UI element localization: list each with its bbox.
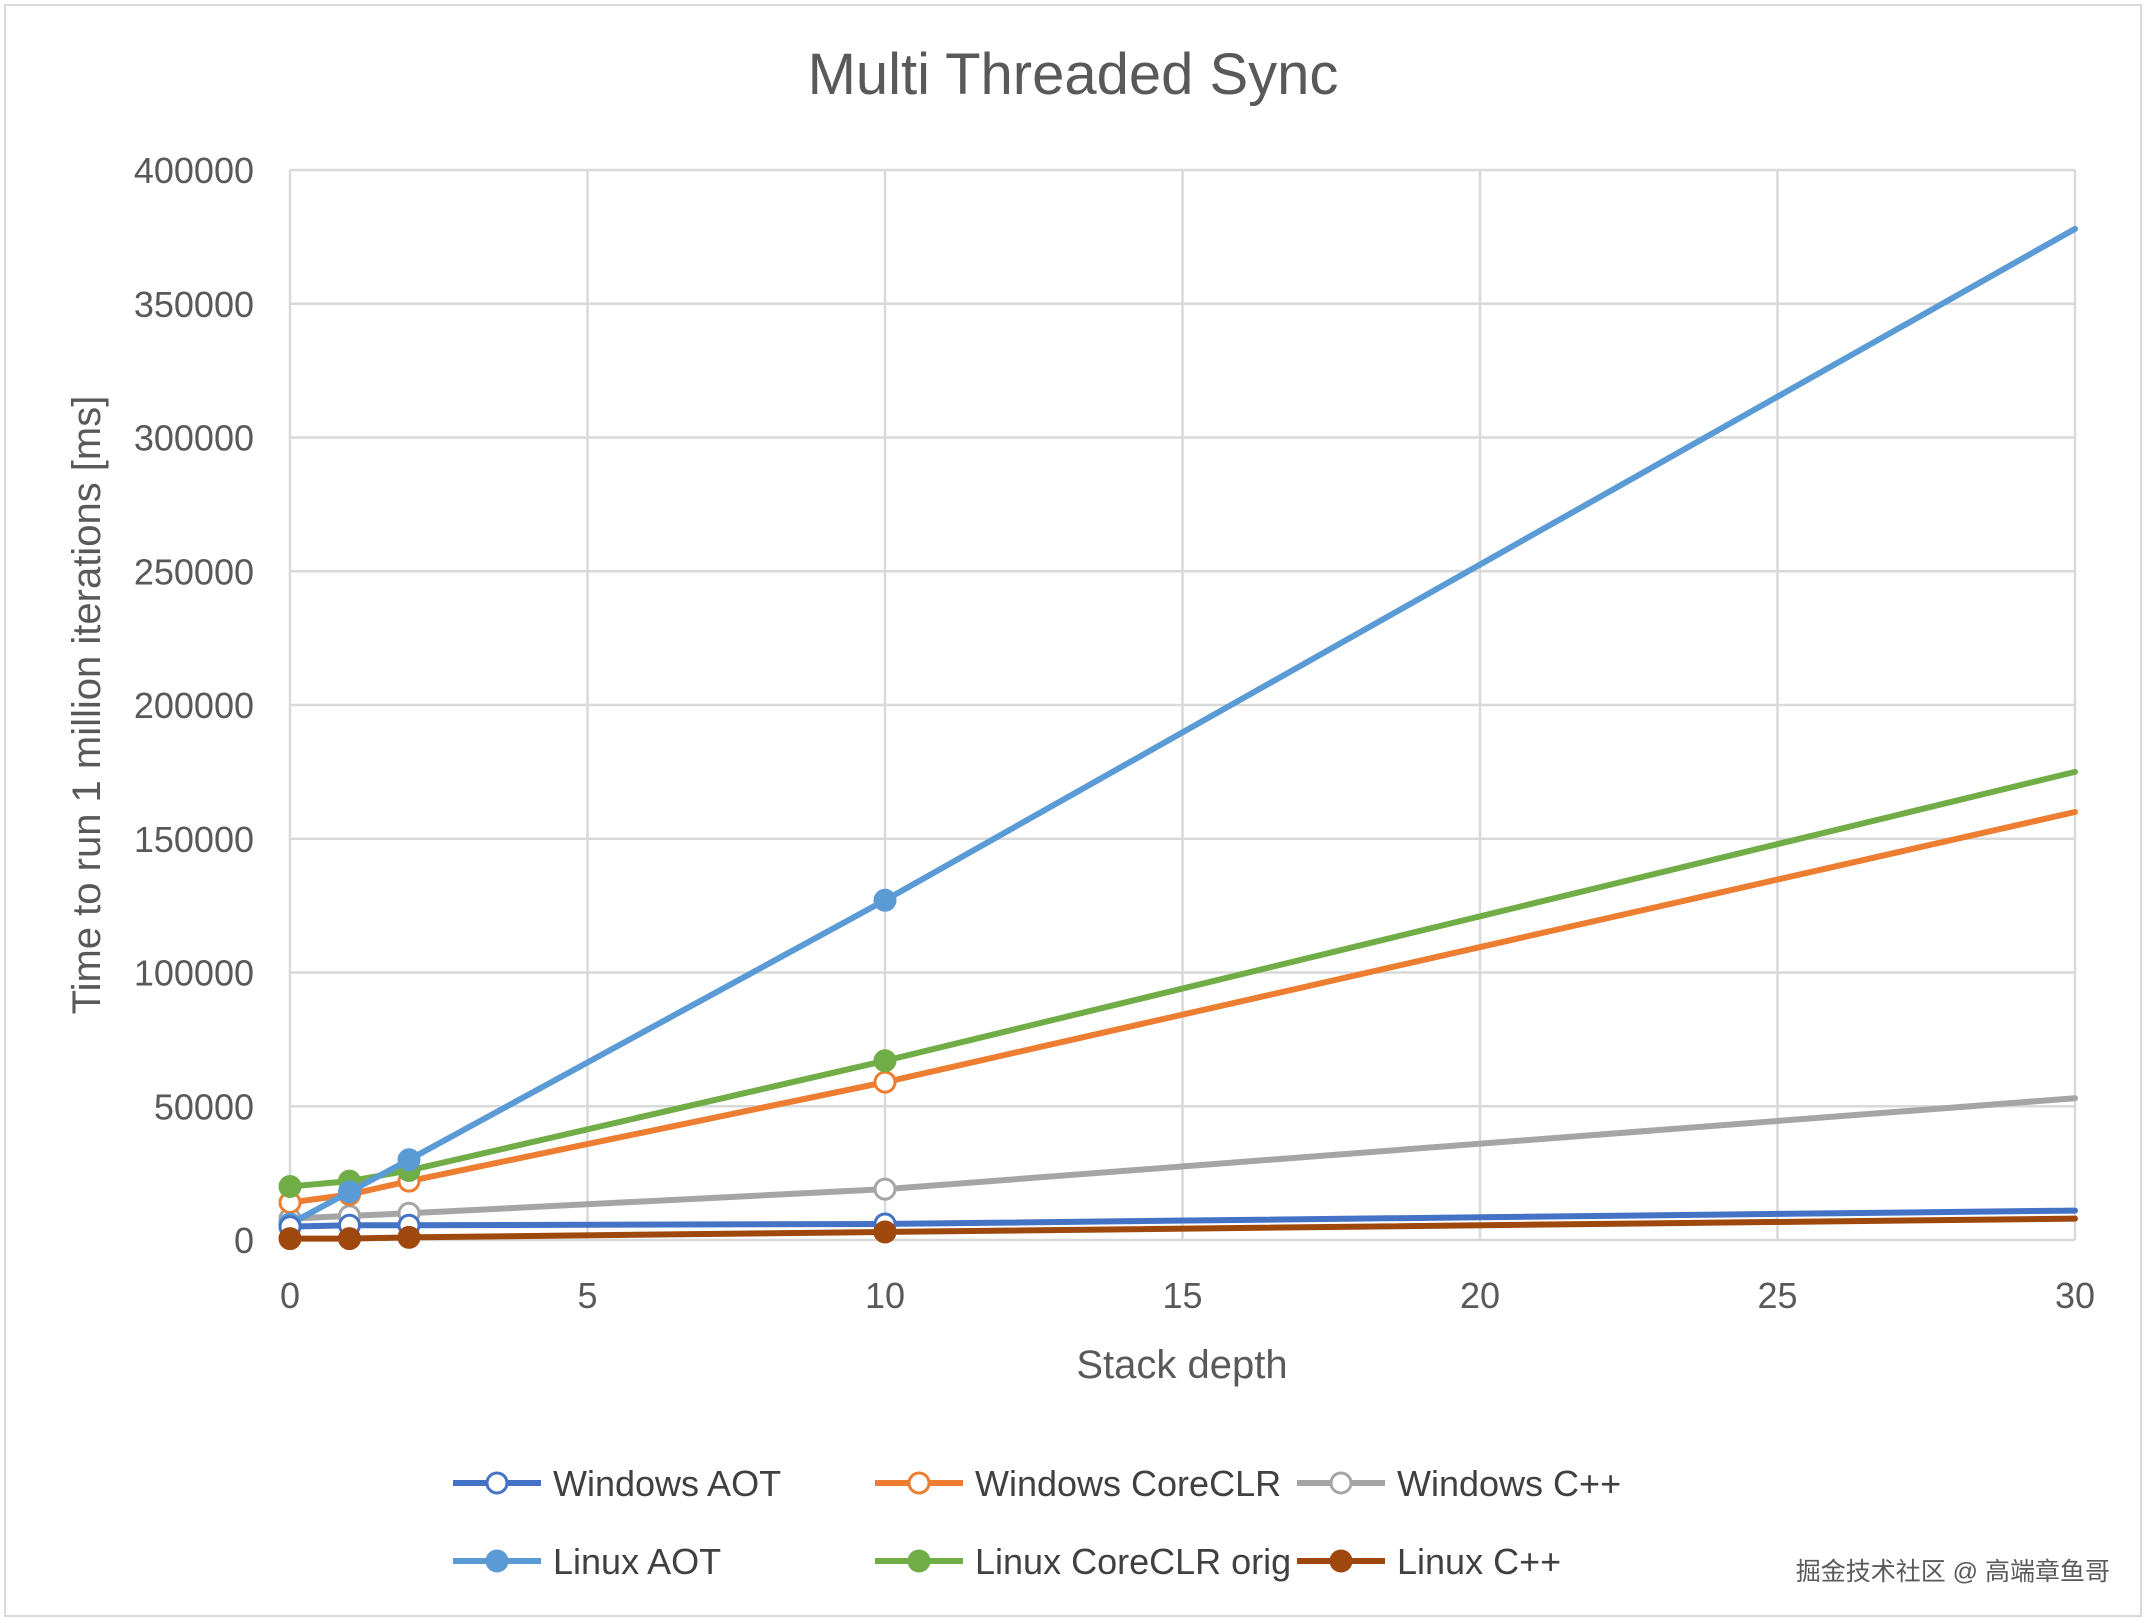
data-point-windows-cpp — [873, 1177, 897, 1201]
legend-label: Windows CoreCLR — [975, 1463, 1281, 1504]
legend-item-windows-cpp: Windows C++ — [1297, 1463, 1621, 1504]
legend-item-windows-aot: Windows AOT — [453, 1463, 781, 1504]
chart-title: Multi Threaded Sync — [808, 42, 1339, 107]
data-point-linux-cpp — [278, 1227, 302, 1251]
legend-item-windows-coreclr: Windows CoreCLR — [875, 1463, 1281, 1504]
series-linux-cpp — [278, 1215, 2078, 1251]
data-point-linux-cpp — [397, 1225, 421, 1249]
legend-item-linux-aot: Linux AOT — [453, 1541, 721, 1582]
legend-label: Windows C++ — [1397, 1463, 1621, 1504]
legend: Windows AOT Windows CoreCLR Windows C++ Lin… — [453, 1463, 1621, 1582]
legend-swatch-marker — [1329, 1549, 1353, 1573]
y-tick-label: 50000 — [154, 1086, 254, 1127]
x-axis-label: Stack depth — [1076, 1343, 1287, 1387]
legend-swatch-marker — [485, 1549, 509, 1573]
y-tick-label: 0 — [234, 1220, 254, 1261]
y-tick-label: 400000 — [134, 150, 254, 191]
y-tick-label: 150000 — [134, 819, 254, 860]
x-tick-label: 30 — [2055, 1275, 2095, 1316]
series-windows-cpp — [278, 1095, 2078, 1231]
legend-swatch-marker — [1329, 1471, 1353, 1495]
legend-label: Linux CoreCLR orig — [975, 1541, 1291, 1582]
data-point-windows-coreclr — [873, 1070, 897, 1094]
legend-item-linux-coreclr-orig: Linux CoreCLR orig — [875, 1541, 1291, 1582]
x-axis-ticks: 0 5 10 15 20 25 30 — [280, 1275, 2095, 1316]
legend-label: Windows AOT — [553, 1463, 781, 1504]
legend-swatch-marker — [907, 1471, 931, 1495]
data-point-linux-aot — [338, 1180, 361, 1204]
data-point-linux-coreclr-orig — [873, 1049, 897, 1073]
data-point-linux-aot — [873, 888, 897, 912]
chart-frame — [4, 4, 2142, 1617]
legend-swatch-marker — [907, 1549, 931, 1573]
legend-swatch-marker — [485, 1471, 509, 1495]
y-axis-label: Time to run 1 million iterations [ms] — [65, 396, 109, 1015]
y-tick-label: 350000 — [134, 284, 254, 325]
series-windows-coreclr — [278, 809, 2078, 1215]
legend-label: Linux AOT — [553, 1541, 721, 1582]
legend-label: Linux C++ — [1397, 1541, 1561, 1582]
y-axis-ticks: 0 50000 100000 150000 200000 250000 300000 3500… — [134, 150, 254, 1261]
x-tick-label: 15 — [1162, 1275, 1202, 1316]
series-linux-coreclr-orig — [278, 768, 2078, 1198]
data-point-linux-cpp — [338, 1227, 361, 1251]
legend-item-linux-cpp: Linux C++ — [1297, 1541, 1561, 1582]
gridlines — [288, 168, 2077, 1242]
data-point-linux-coreclr-orig — [278, 1175, 302, 1198]
x-tick-label: 0 — [280, 1275, 300, 1316]
y-tick-label: 100000 — [134, 953, 254, 994]
watermark-text: 掘金技术社区 @ 高端章鱼哥 — [1796, 1558, 2110, 1586]
x-tick-label: 20 — [1460, 1275, 1500, 1316]
x-tick-label: 10 — [865, 1275, 905, 1316]
data-point-linux-cpp — [873, 1220, 897, 1244]
x-tick-label: 5 — [577, 1275, 597, 1316]
y-tick-label: 250000 — [134, 551, 254, 592]
data-point-linux-aot — [397, 1148, 421, 1172]
x-tick-label: 25 — [1757, 1275, 1797, 1316]
y-tick-label: 200000 — [134, 685, 254, 726]
series-lines — [278, 225, 2078, 1251]
series-linux-aot — [278, 225, 2078, 1236]
y-tick-label: 300000 — [134, 418, 254, 459]
